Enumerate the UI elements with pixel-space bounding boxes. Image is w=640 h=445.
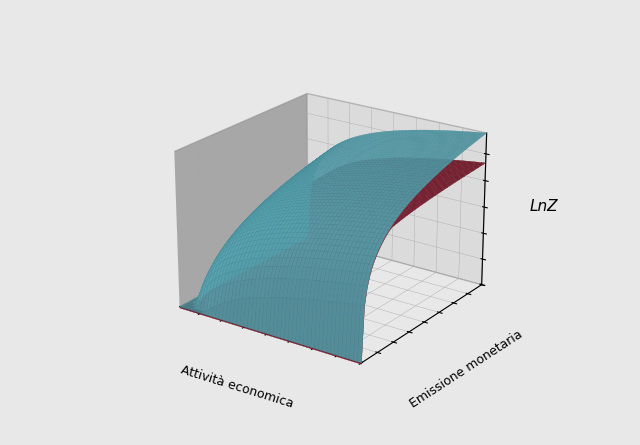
X-axis label: Attività economica: Attività economica [179,364,295,411]
Y-axis label: Emissione monetaria: Emissione monetaria [408,328,525,410]
